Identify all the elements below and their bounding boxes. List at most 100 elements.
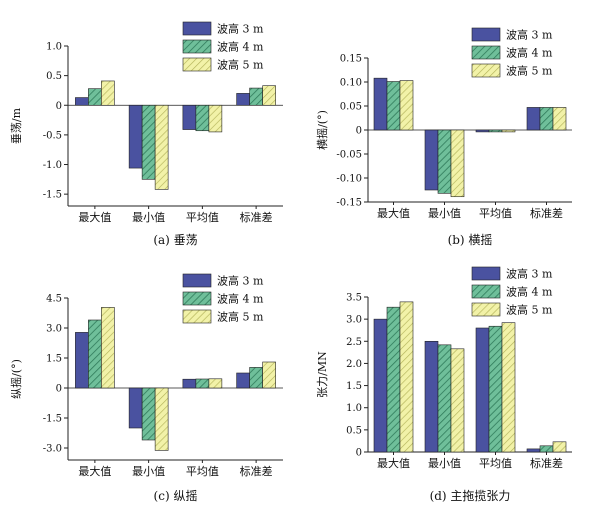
bar-2-2 <box>141 387 156 441</box>
x-tick-label: 最大值 <box>377 456 410 470</box>
y-axis-label: 纵摇/(°) <box>9 359 23 399</box>
bar-1-4 <box>236 93 250 106</box>
x-tick-label: 最小值 <box>132 211 165 224</box>
bar-2-2 <box>437 129 452 194</box>
legend-swatch-1 <box>471 27 501 42</box>
bar-2-4 <box>249 367 263 389</box>
legend-label-1: 波高 3 m <box>217 274 264 288</box>
bar-2-1 <box>88 88 102 106</box>
chart-panel-4: 0 0.5 1.0 1.5 2.0 2.5 3.0 3.5 张力/MN 最大值 最小值 平均值 标准差 波… <box>316 266 572 503</box>
legend-swatch-3 <box>182 57 212 72</box>
bar-2-1 <box>88 319 102 389</box>
legend-swatch-2 <box>182 39 212 54</box>
x-tick-label: 标准差 <box>240 210 273 224</box>
bar-2-2 <box>437 344 452 453</box>
y-tick-label: 0.15 <box>340 54 362 65</box>
panel-caption: (a) 垂荡 <box>153 233 197 247</box>
bar-3-1 <box>399 301 414 453</box>
y-tick-label: 0 <box>56 384 62 395</box>
bar-2-4 <box>539 445 554 453</box>
bar-1-2 <box>128 104 143 169</box>
x-tick-label: 最大值 <box>78 210 111 224</box>
y-tick-label: 2.0 <box>346 359 362 370</box>
bar-2-3 <box>195 378 210 389</box>
x-tick-label: 最大值 <box>78 464 111 478</box>
bar-1-1 <box>75 97 89 106</box>
y-tick-label: -3.0 <box>43 444 62 455</box>
y-tick-label: 0.05 <box>340 102 362 113</box>
bar-1-2 <box>128 387 143 429</box>
y-tick-label: 0.10 <box>340 78 362 89</box>
x-tick-label: 最大值 <box>377 206 410 220</box>
panel-caption: (d) 主拖揽张力 <box>430 489 511 503</box>
bar-3-3 <box>501 322 516 453</box>
x-tick-label: 最小值 <box>428 207 461 220</box>
bar-2-4 <box>249 87 263 106</box>
y-tick-label: -1.5 <box>43 414 62 425</box>
y-tick-label: 0.5 <box>346 425 362 436</box>
bar-1-4 <box>526 107 541 131</box>
bar-3-1 <box>101 307 115 389</box>
legend-swatch-3 <box>471 302 501 317</box>
y-tick-label: -0.05 <box>336 150 362 161</box>
bar-3-2 <box>450 129 465 198</box>
y-tick-label: -1.0 <box>43 160 62 171</box>
legend-swatch-1 <box>182 273 212 288</box>
legend-swatch-2 <box>182 291 212 306</box>
bar-2-3 <box>488 325 503 453</box>
panel-caption: (c) 纵摇 <box>154 489 198 503</box>
legend-swatch-1 <box>182 21 212 36</box>
y-tick-label: 2.5 <box>346 337 362 348</box>
legend-label-1: 波高 3 m <box>506 28 553 42</box>
bar-3-3 <box>208 378 223 389</box>
y-tick-label: 0.5 <box>46 71 62 82</box>
bar-1-4 <box>236 372 250 389</box>
y-tick-label: 0 <box>56 101 62 112</box>
legend-swatch-1 <box>471 266 501 281</box>
bar-3-3 <box>208 104 223 133</box>
y-tick-label: -0.5 <box>43 130 62 141</box>
legend-label-2: 波高 4 m <box>217 40 264 54</box>
bar-3-1 <box>101 80 115 106</box>
y-tick-label: -0.10 <box>336 174 362 185</box>
legend-label-1: 波高 3 m <box>506 267 553 281</box>
bar-3-4 <box>552 441 567 453</box>
y-axis-label: 张力/MN <box>316 351 329 398</box>
legend-swatch-2 <box>471 45 501 60</box>
x-tick-label: 平均值 <box>186 465 219 478</box>
chart-panel-2: 0.15 0.10 0.05 0 -0.05 -0.10 -0.15 横摇/(°) 最大值 最小值… <box>315 27 572 247</box>
x-tick-label: 最小值 <box>132 465 165 478</box>
y-tick-label: -1.5 <box>43 190 62 201</box>
legend-label-2: 波高 4 m <box>217 292 264 306</box>
bar-3-3 <box>501 129 516 133</box>
y-tick-label: 3.0 <box>346 315 362 326</box>
bar-2-4 <box>539 107 554 131</box>
bar-1-3 <box>182 104 197 130</box>
bar-3-4 <box>262 85 276 106</box>
x-tick-label: 标准差 <box>240 464 273 478</box>
bar-1-1 <box>75 332 89 389</box>
legend-swatch-3 <box>182 309 212 324</box>
bar-1-1 <box>373 77 388 131</box>
panel-caption: (b) 横摇 <box>448 233 493 247</box>
x-tick-label: 标准差 <box>530 456 563 470</box>
bar-1-4 <box>526 448 541 453</box>
x-tick-label: 平均值 <box>479 207 512 220</box>
y-tick-label: 1.0 <box>46 42 62 53</box>
legend-label-2: 波高 4 m <box>506 46 553 60</box>
bar-3-4 <box>262 361 276 389</box>
y-tick-label: -0.15 <box>336 198 362 209</box>
y-tick-label: 3.0 <box>46 324 62 335</box>
bar-1-3 <box>475 129 490 133</box>
bar-2-1 <box>386 306 401 453</box>
legend-label-3: 波高 5 m <box>217 310 264 324</box>
chart-panel-1: 1.0 0.5 0 -0.5 -1.0 -1.5 垂荡/m 最大值 最小值 平均值 标准差 波高 3 … <box>10 21 283 247</box>
bar-1-3 <box>182 378 197 389</box>
legend-label-3: 波高 5 m <box>506 303 553 317</box>
bar-1-2 <box>424 340 439 453</box>
bar-1-1 <box>373 318 388 453</box>
bar-3-2 <box>154 387 169 451</box>
y-tick-label: 0 <box>356 448 362 459</box>
